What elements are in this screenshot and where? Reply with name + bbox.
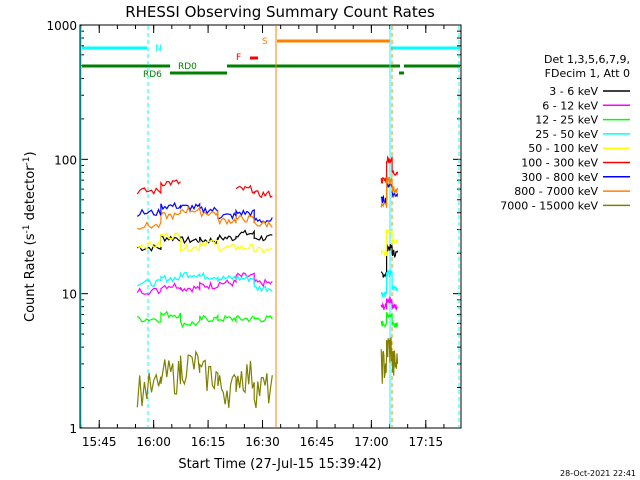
series-line bbox=[380, 228, 399, 257]
legend-label: 100 - 300 keV bbox=[521, 157, 598, 170]
y-axis-label: Count Rate (s-1 detector-1) bbox=[22, 151, 38, 322]
series-line bbox=[380, 296, 398, 312]
legend-label: 3 - 6 keV bbox=[549, 85, 598, 98]
series-line bbox=[136, 310, 273, 329]
legend-header-1: Det 1,3,5,6,7,9, bbox=[544, 53, 630, 66]
series-line bbox=[380, 337, 399, 384]
legend-label: 25 - 50 keV bbox=[535, 128, 598, 141]
x-tick-label: 16:00 bbox=[136, 435, 171, 449]
series-line bbox=[380, 155, 399, 184]
chart-title: RHESSI Observing Summary Count Rates bbox=[125, 3, 435, 21]
night-flag-label: S bbox=[262, 37, 268, 47]
legend-label: 12 - 25 keV bbox=[535, 114, 598, 127]
flare-flag-label: F bbox=[236, 53, 241, 63]
y-axis-ticks: 1 10 100 1000 bbox=[46, 19, 461, 436]
x-axis-label: Start Time (27-Jul-15 15:39:42) bbox=[178, 457, 381, 472]
y-tick-label: 1000 bbox=[46, 19, 77, 33]
legend-label: 50 - 100 keV bbox=[528, 142, 598, 155]
saa-flag-label: N bbox=[155, 44, 162, 54]
series-line bbox=[136, 349, 273, 409]
plot-frame bbox=[79, 24, 462, 429]
series-line bbox=[136, 179, 181, 195]
series-line bbox=[136, 232, 273, 254]
series-line bbox=[137, 205, 273, 230]
series-line bbox=[136, 272, 273, 295]
decim-flag-label-a: RD0 bbox=[178, 62, 197, 72]
series-line bbox=[136, 271, 273, 293]
legend-header-2: FDecim 1, Att 0 bbox=[545, 67, 630, 80]
series-line bbox=[380, 312, 399, 329]
legend-label: 800 - 7000 keV bbox=[514, 185, 598, 198]
x-tick-label: 17:15 bbox=[409, 435, 444, 449]
legend-label: 300 - 800 keV bbox=[521, 171, 598, 184]
series-line bbox=[137, 229, 273, 252]
series-line bbox=[380, 268, 399, 298]
y-tick-label: 1 bbox=[69, 422, 77, 436]
x-tick-label: 17:00 bbox=[354, 435, 389, 449]
series-line bbox=[380, 181, 399, 205]
footer-timestamp: 28-Oct-2021 22:41 bbox=[560, 469, 636, 478]
plot-series bbox=[136, 155, 399, 409]
decim-flag-label-b: RD6 bbox=[143, 70, 162, 80]
series-line bbox=[235, 184, 273, 199]
legend-label: 7000 - 15000 keV bbox=[500, 199, 598, 212]
series-line bbox=[380, 244, 399, 278]
x-tick-label: 16:15 bbox=[191, 435, 226, 449]
series-line bbox=[136, 201, 273, 224]
interval-lines bbox=[80, 26, 460, 427]
x-tick-label: 16:30 bbox=[245, 435, 280, 449]
x-tick-label: 16:45 bbox=[300, 435, 335, 449]
y-tick-label: 100 bbox=[54, 153, 77, 167]
y-tick-label: 10 bbox=[62, 288, 77, 302]
x-tick-label: 15:45 bbox=[82, 435, 117, 449]
status-flags: N S F RD0 RD6 bbox=[82, 37, 460, 80]
legend-label: 6 - 12 keV bbox=[542, 99, 598, 112]
x-axis-ticks: 15:45 16:00 16:15 16:30 16:45 17:00 17:15 bbox=[80, 25, 445, 449]
series-line bbox=[380, 176, 399, 208]
